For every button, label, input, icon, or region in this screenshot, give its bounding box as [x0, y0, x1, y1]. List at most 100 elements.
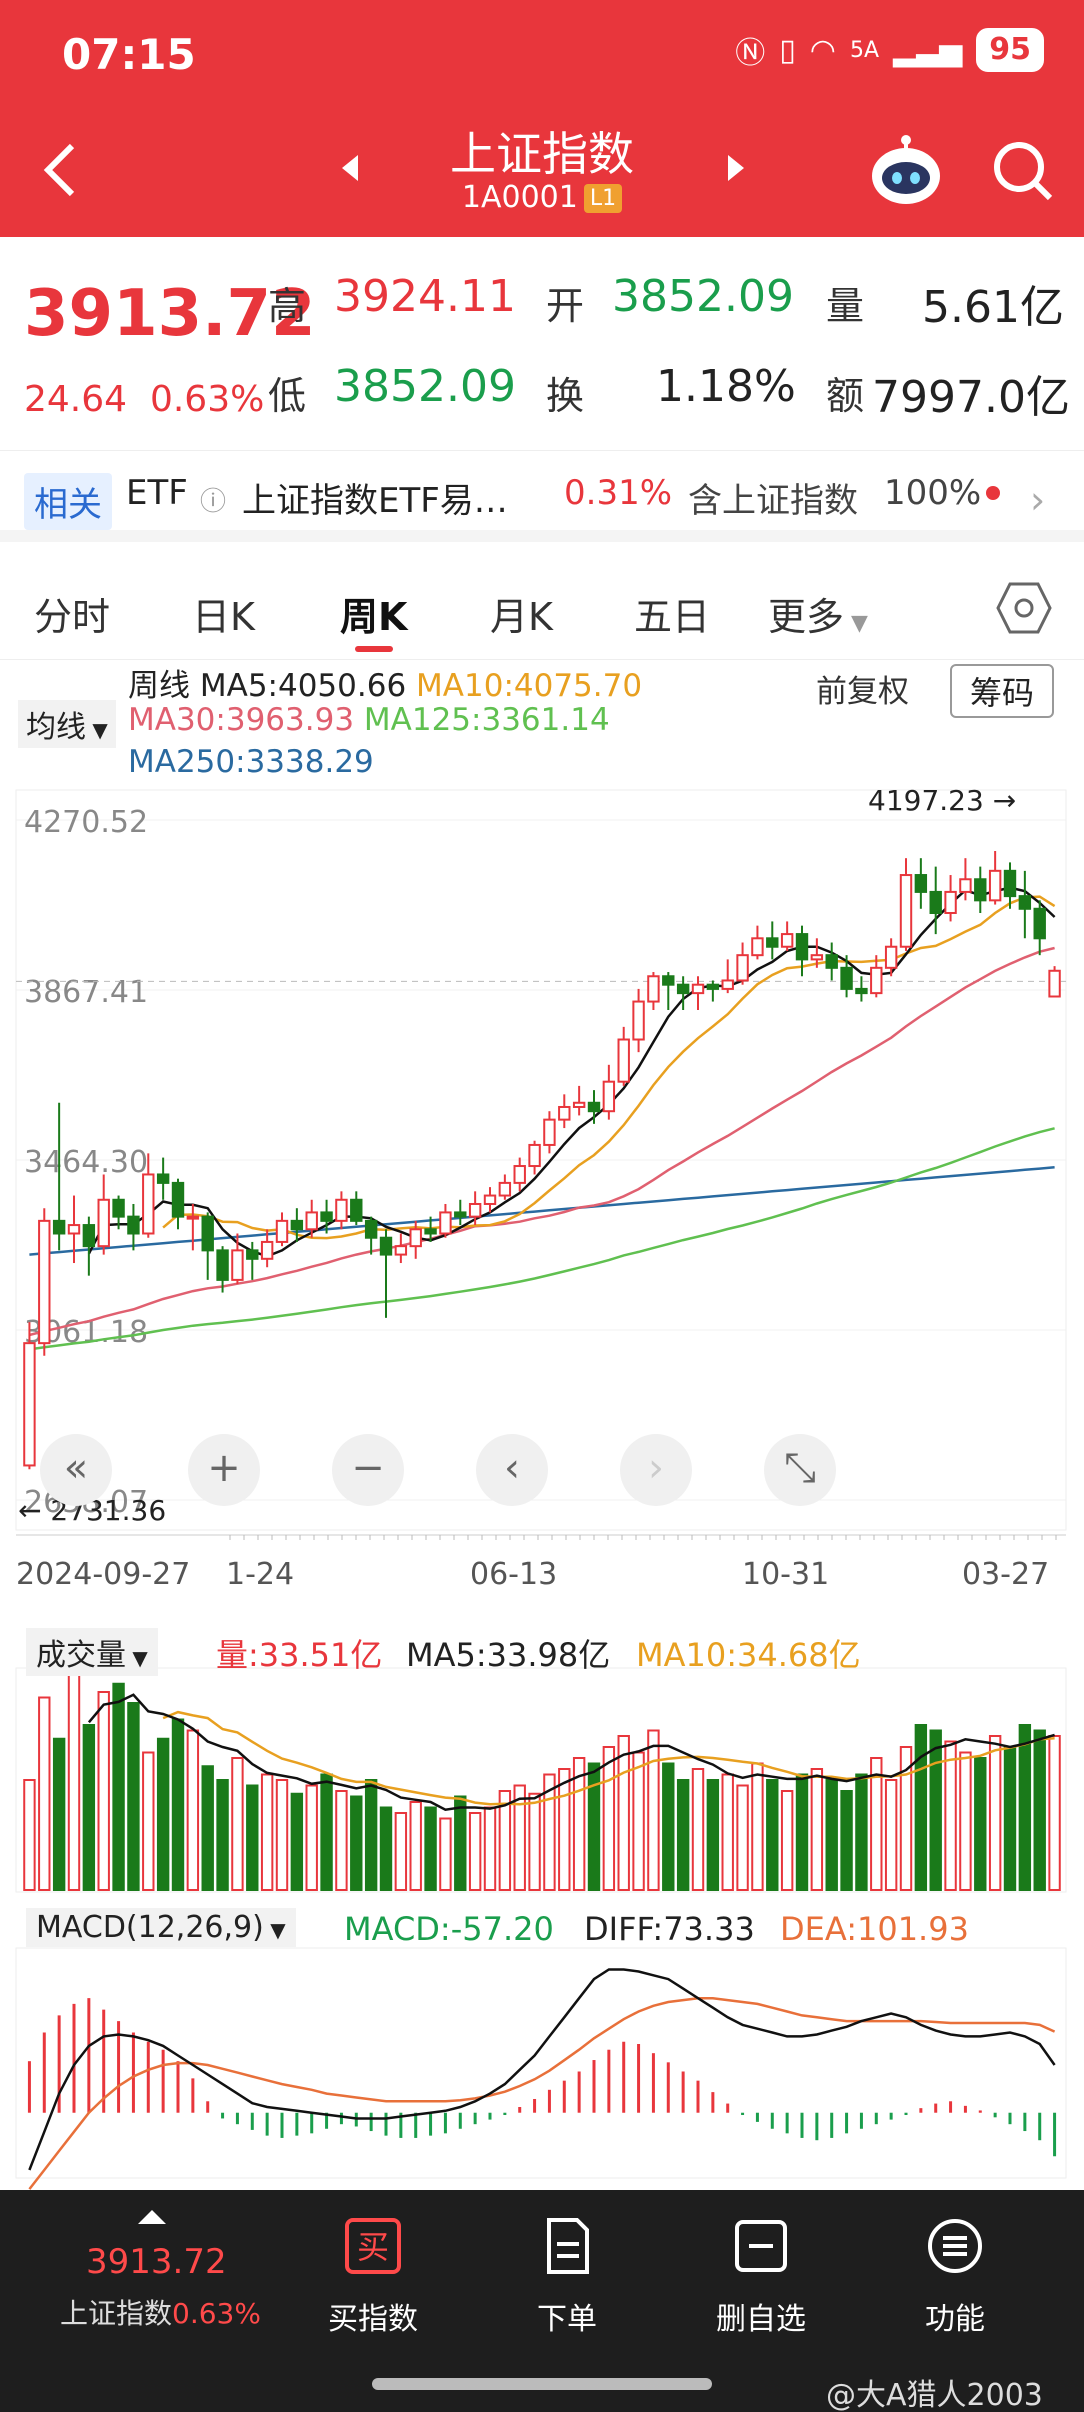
- candle-body: [751, 937, 764, 957]
- fullscreen-button[interactable]: ⤡: [764, 1434, 836, 1506]
- nav-remove-watchlist[interactable]: 删自选: [676, 2216, 846, 2338]
- current-price: 3913.72: [24, 277, 316, 351]
- volume-selector-label: 成交量: [36, 1638, 126, 1673]
- volume-bar: [260, 1773, 274, 1891]
- ma-selector[interactable]: 均线 ▼: [18, 700, 116, 748]
- volume-ma10-label: MA10:34.68亿: [636, 1636, 861, 1674]
- volume-bar: [543, 1773, 556, 1891]
- volume-bar: [364, 1779, 378, 1891]
- adjust-mode[interactable]: 前复权: [816, 674, 909, 710]
- candle-body: [899, 874, 913, 948]
- caret-up-icon: [138, 2210, 166, 2224]
- page-title: 上证指数: [450, 127, 634, 181]
- candle-body: [513, 1165, 526, 1184]
- home-indicator[interactable]: [372, 2378, 712, 2390]
- volume-bar: [617, 1735, 630, 1891]
- ma125-line: [29, 1127, 1055, 1351]
- macd-panel[interactable]: MACD(12,26,9) ▼ MACD:-57.20 DIFF:73.33 D…: [0, 1900, 1084, 2190]
- volume-bar: [142, 1751, 155, 1891]
- volume-bar: [528, 1792, 541, 1891]
- candle-body: [691, 983, 705, 995]
- volume-bar: [290, 1792, 304, 1891]
- volume-bar: [67, 1669, 81, 1891]
- volume-svg: [15, 1667, 1067, 1893]
- weibo-watermark: @大A猎人2003: [826, 2378, 1043, 2412]
- turnover-label: 换: [546, 374, 585, 418]
- candle-body: [662, 975, 675, 986]
- candle-body: [602, 1080, 616, 1113]
- scroll-right-button[interactable]: ›: [620, 1434, 692, 1506]
- kline-chart[interactable]: 4270.523867.413464.303061.182658.074197.…: [0, 780, 1084, 1542]
- volume-bar: [676, 1779, 690, 1891]
- candle-body: [52, 1219, 66, 1235]
- status-time: 07:15: [62, 30, 196, 79]
- etf-ratio: 100%: [884, 473, 982, 513]
- ma-row-1: 周线 MA5:4050.66 MA10:4075.70: [128, 660, 642, 705]
- candle-body: [171, 1181, 185, 1218]
- volume-bar: [379, 1806, 393, 1891]
- volume-bar: [766, 1779, 779, 1891]
- candle-body: [394, 1245, 408, 1256]
- stock-code: 1A0001 L1: [0, 180, 1084, 215]
- volume-panel[interactable]: 成交量 ▼ 量:33.51亿 MA5:33.98亿 MA10:34.68亿: [0, 1620, 1084, 1900]
- scroll-left-button[interactable]: ‹: [476, 1434, 548, 1506]
- candle-body: [840, 966, 853, 990]
- nav-price: 3913.72: [86, 2242, 227, 2282]
- volume-bar: [647, 1729, 660, 1891]
- candle-body: [884, 945, 898, 969]
- tab-intraday[interactable]: 分时: [34, 595, 111, 639]
- nav-order[interactable]: 下单: [482, 2216, 652, 2338]
- candle-body: [260, 1240, 274, 1260]
- volume-selector[interactable]: 成交量 ▼: [26, 1628, 158, 1676]
- volume-bar: [305, 1784, 318, 1891]
- volume-bar: [112, 1682, 125, 1891]
- volume-bar: [572, 1757, 586, 1891]
- y-axis-label: 4270.52: [24, 805, 148, 840]
- caret-down-icon: ▼: [263, 1918, 286, 1942]
- candle-body: [424, 1228, 437, 1235]
- tab-five-day[interactable]: 五日: [634, 595, 711, 639]
- search-icon[interactable]: [990, 138, 1056, 204]
- candle-body: [810, 954, 824, 961]
- candle-body: [736, 954, 749, 982]
- candle-body: [97, 1198, 110, 1248]
- back-icon[interactable]: [36, 140, 86, 200]
- high-label: 高: [268, 284, 307, 328]
- dea-line: [28, 1996, 1056, 2190]
- ma30-line: [29, 946, 1055, 1337]
- robot-assistant-icon[interactable]: [866, 132, 946, 208]
- chevron-right-icon[interactable]: ›: [1030, 478, 1046, 522]
- related-etf-row[interactable]: 相关 ETF ⓘ 上证指数ETF易… 0.31% 含上证指数 100%: [0, 450, 1084, 542]
- caret-down-icon: ▼: [844, 611, 868, 636]
- candle-body: [127, 1215, 140, 1235]
- volume-bar: [1018, 1724, 1032, 1891]
- candle-body: [1033, 907, 1046, 940]
- tab-more[interactable]: 更多 ▼: [768, 586, 868, 641]
- candle-body: [335, 1198, 348, 1222]
- tab-monthly-k[interactable]: 月K: [490, 595, 553, 639]
- tab-daily-k[interactable]: 日K: [192, 595, 255, 639]
- candle-body: [305, 1211, 318, 1231]
- tab-weekly-k[interactable]: 周K: [340, 595, 408, 639]
- volume-bar: [52, 1737, 66, 1891]
- candle-body: [558, 1105, 571, 1121]
- next-stock-icon[interactable]: [728, 155, 744, 181]
- nav-index-name: 上证指数: [60, 2297, 173, 2330]
- macd-selector[interactable]: MACD(12,26,9) ▼: [26, 1908, 296, 1947]
- rewind-button[interactable]: «: [40, 1434, 112, 1506]
- candle-body: [988, 869, 1002, 902]
- zoom-in-button[interactable]: +: [188, 1434, 260, 1506]
- prev-stock-icon[interactable]: [342, 155, 358, 181]
- settings-hex-icon[interactable]: [996, 580, 1052, 636]
- chip-distribution-button[interactable]: 筹码: [950, 664, 1055, 718]
- ma-row-2: MA30:3963.93 MA125:3361.14: [128, 702, 610, 738]
- nav-functions[interactable]: 功能: [870, 2216, 1040, 2338]
- volume-bar: [231, 1757, 244, 1891]
- ma-selector-label: 均线: [26, 710, 86, 745]
- etf-change: 0.31%: [564, 473, 673, 513]
- volume-bar: [706, 1779, 720, 1891]
- minus-box-icon: [735, 2220, 787, 2272]
- volume-bar: [795, 1773, 809, 1891]
- zoom-out-button[interactable]: −: [332, 1434, 404, 1506]
- nav-buy-index[interactable]: 买 买指数: [288, 2216, 458, 2338]
